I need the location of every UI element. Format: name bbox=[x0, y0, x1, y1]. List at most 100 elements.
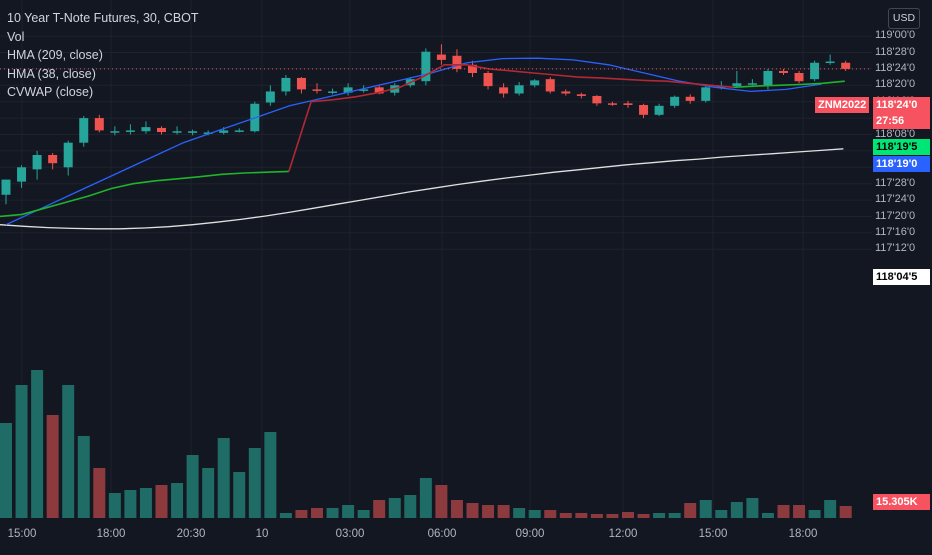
volume-bar bbox=[777, 505, 790, 518]
candle-body bbox=[685, 96, 695, 101]
candle-body bbox=[545, 79, 555, 92]
candle-body bbox=[172, 131, 182, 133]
volume-bar bbox=[186, 455, 199, 518]
candle-body bbox=[188, 131, 198, 133]
candle-body bbox=[374, 87, 384, 94]
candle-body bbox=[63, 142, 73, 168]
hma-209-line bbox=[0, 148, 844, 230]
candle-body bbox=[281, 77, 291, 92]
price-tag: 118'19'5 bbox=[873, 139, 930, 155]
time-axis-label: 09:00 bbox=[515, 528, 545, 540]
price-axis-label: 118'08'0 bbox=[875, 127, 916, 140]
volume-bar bbox=[808, 510, 821, 518]
volume-bar bbox=[77, 436, 90, 518]
candle-body bbox=[841, 62, 851, 69]
candle-body bbox=[296, 77, 306, 90]
candle-body bbox=[436, 54, 446, 60]
candle-body bbox=[670, 96, 680, 106]
volume-bar bbox=[497, 505, 510, 518]
candle-body bbox=[452, 55, 462, 69]
volume-bar bbox=[793, 505, 806, 518]
volume-bar bbox=[622, 512, 634, 518]
price-tag: 118'24'0 bbox=[873, 97, 930, 113]
candle-body bbox=[219, 130, 229, 133]
price-axis-label: 118'20'0 bbox=[875, 78, 916, 91]
candle-body bbox=[810, 62, 820, 80]
volume-bar bbox=[528, 510, 541, 518]
candle-body bbox=[110, 131, 120, 133]
volume-bar bbox=[202, 468, 215, 518]
candle-body bbox=[639, 104, 649, 115]
volume-bar bbox=[404, 495, 417, 518]
volume-bar bbox=[357, 510, 370, 518]
volume-bar bbox=[15, 385, 28, 518]
volume-bar bbox=[513, 508, 526, 518]
volume-bar bbox=[824, 500, 837, 518]
legend-hma-38[interactable]: HMA (38, close) bbox=[7, 66, 96, 81]
candle-body bbox=[794, 73, 804, 82]
candle-body bbox=[94, 118, 104, 131]
legend-symbol[interactable]: 10 Year T-Note Futures, 30, CBOT bbox=[7, 11, 199, 25]
price-axis-label: 117'16'0 bbox=[875, 225, 916, 238]
candle-body bbox=[701, 87, 711, 101]
candle-body bbox=[234, 130, 244, 132]
candle-body bbox=[514, 85, 524, 94]
volume-bar bbox=[311, 508, 323, 518]
volume-bar bbox=[450, 500, 463, 518]
cvwap-line-down bbox=[288, 64, 734, 172]
volume-bar bbox=[715, 510, 728, 518]
legend-cvwap[interactable]: CVWAP (close) bbox=[7, 85, 94, 100]
time-axis-label: 12:00 bbox=[608, 528, 638, 540]
volume-bar bbox=[699, 500, 712, 518]
volume-bar bbox=[342, 505, 355, 518]
volume-bar bbox=[31, 370, 44, 518]
volume-bar bbox=[264, 432, 277, 518]
cvwap-line-up bbox=[0, 170, 289, 218]
candle-body bbox=[203, 132, 213, 134]
price-axis-label: 118'28'0 bbox=[875, 45, 916, 58]
currency-label[interactable]: USD bbox=[888, 8, 920, 29]
volume-bar bbox=[419, 478, 432, 518]
volume-bar bbox=[637, 514, 650, 518]
legend-hma-209[interactable]: HMA (209, close) bbox=[7, 48, 103, 63]
volume-bar bbox=[155, 485, 168, 518]
candle-body bbox=[499, 87, 509, 94]
candle-body bbox=[530, 80, 540, 86]
volume-bar bbox=[730, 502, 743, 518]
volume-bar bbox=[46, 415, 59, 518]
volume-bar bbox=[373, 500, 386, 518]
time-axis-label: 15:00 bbox=[7, 528, 37, 540]
volume-bar bbox=[326, 508, 339, 518]
time-axis-label: 15:00 bbox=[698, 528, 728, 540]
candle-body bbox=[157, 127, 166, 133]
candle-body bbox=[483, 73, 493, 87]
price-axis-label: 117'12'0 bbox=[875, 242, 916, 255]
candle-body bbox=[312, 89, 322, 91]
legend-volume[interactable]: Vol bbox=[7, 29, 25, 44]
volume-bar bbox=[606, 514, 619, 518]
candle-body bbox=[732, 83, 742, 87]
candle-body bbox=[747, 83, 757, 85]
volume-bar bbox=[388, 498, 401, 518]
volume-bar bbox=[248, 448, 261, 518]
candle-body bbox=[359, 89, 369, 91]
candle-body bbox=[592, 95, 602, 104]
candle-body bbox=[576, 94, 586, 96]
candle-body bbox=[561, 91, 571, 94]
volume-bar bbox=[575, 513, 588, 518]
volume-bar bbox=[761, 513, 774, 518]
candle-body bbox=[79, 118, 89, 143]
candle-body bbox=[343, 87, 353, 93]
volume-bar bbox=[0, 423, 12, 518]
price-tag: ZNM2022 bbox=[815, 97, 869, 113]
volume-bar bbox=[93, 468, 106, 518]
candle-body bbox=[607, 103, 617, 105]
volume-bar bbox=[108, 493, 121, 518]
time-axis-label: 20:30 bbox=[176, 528, 206, 540]
candle-body bbox=[141, 127, 151, 132]
time-axis-label: 06:00 bbox=[427, 528, 457, 540]
candle-body bbox=[421, 51, 431, 82]
volume-bar bbox=[139, 488, 152, 518]
